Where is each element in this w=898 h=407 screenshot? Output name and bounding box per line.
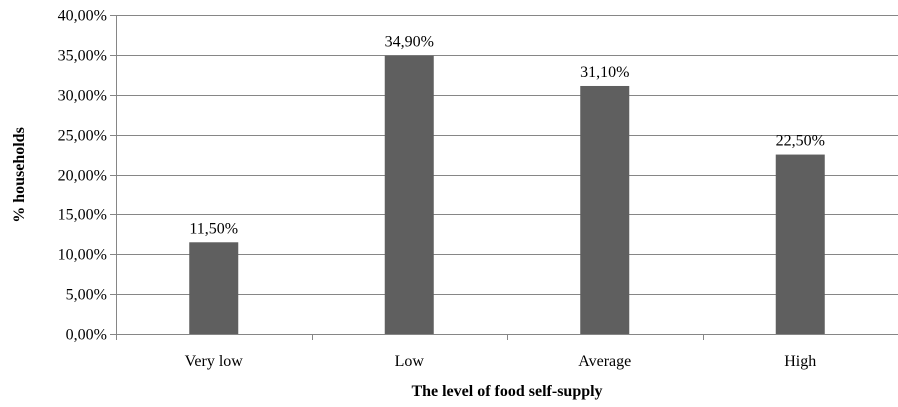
y-tick-label: 35,00% (58, 48, 107, 65)
y-tick-label: 10,00% (58, 247, 107, 264)
y-tick-label: 15,00% (58, 207, 107, 224)
x-tick-label: High (784, 353, 816, 370)
bar (775, 154, 825, 334)
data-label: 11,50% (189, 220, 238, 237)
x-tick-label: Low (395, 353, 425, 370)
y-tick-label: 30,00% (58, 88, 107, 105)
y-tick-labels: 0,00% 5,00% 10,00% 15,00% 20,00% 25,00% 30,00%… (58, 8, 107, 344)
axes (110, 15, 898, 340)
y-tick-label: 25,00% (58, 128, 107, 145)
y-tick-label: 0,00% (66, 327, 107, 344)
x-tick-label: Average (578, 353, 631, 370)
y-tick-label: 5,00% (66, 287, 107, 304)
y-tick-label: 20,00% (58, 168, 107, 185)
x-tick-label: Very low (185, 353, 244, 370)
data-label: 31,10% (580, 64, 629, 81)
bars (189, 55, 825, 335)
gridlines (116, 15, 898, 295)
x-axis-title: The level of food self-supply (411, 383, 602, 400)
bar (384, 55, 434, 335)
data-label: 34,90% (385, 34, 434, 51)
bar (189, 242, 239, 334)
x-tick-labels: Very low Low Average High (185, 353, 817, 370)
bar (580, 85, 630, 334)
y-tick-label: 40,00% (58, 8, 107, 25)
data-label: 22,50% (776, 133, 825, 150)
data-labels: 11,50% 34,90% 31,10% 22,50% (189, 34, 825, 238)
y-axis-title: % households (11, 127, 28, 223)
